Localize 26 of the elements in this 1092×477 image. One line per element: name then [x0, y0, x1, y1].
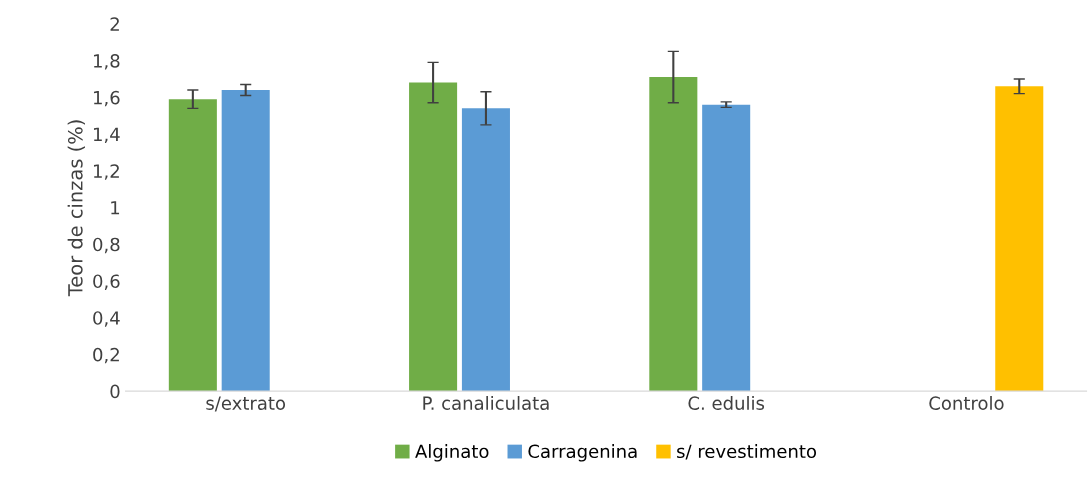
y-tick-label: 0,6	[93, 274, 120, 290]
y-tick-label: 0,2	[93, 347, 119, 364]
y-tick-label: 2	[110, 17, 119, 31]
bar	[649, 77, 698, 392]
legend-label: s/ revestimento	[677, 444, 817, 460]
y-tick-label: 1,8	[93, 54, 120, 70]
x-tick-label: C. edulis	[688, 396, 765, 410]
bar	[221, 89, 270, 392]
x-tick-label: Controlo	[929, 396, 1004, 410]
y-tick-label: 1	[111, 201, 120, 215]
y-tick-label: 0,4	[93, 311, 120, 327]
bar	[168, 99, 217, 392]
y-tick-label: 1,4	[93, 127, 120, 143]
x-tick-label: s/extrato	[206, 396, 286, 412]
legend-label: Alginato	[415, 444, 489, 462]
bar	[461, 108, 510, 392]
x-tick-label: P. canaliculata	[423, 396, 549, 410]
y-tick-label: 0	[110, 384, 120, 399]
y-tick-label: 1,6	[93, 90, 120, 107]
bar	[409, 82, 458, 392]
legend-label: Carragenina	[528, 444, 637, 462]
y-tick-label: 0,8	[93, 237, 120, 254]
y-axis-title: Teor de cinzas (%)	[67, 120, 85, 297]
bar	[995, 86, 1044, 392]
y-tick-label: 1,2	[93, 164, 119, 180]
bar	[702, 104, 751, 392]
